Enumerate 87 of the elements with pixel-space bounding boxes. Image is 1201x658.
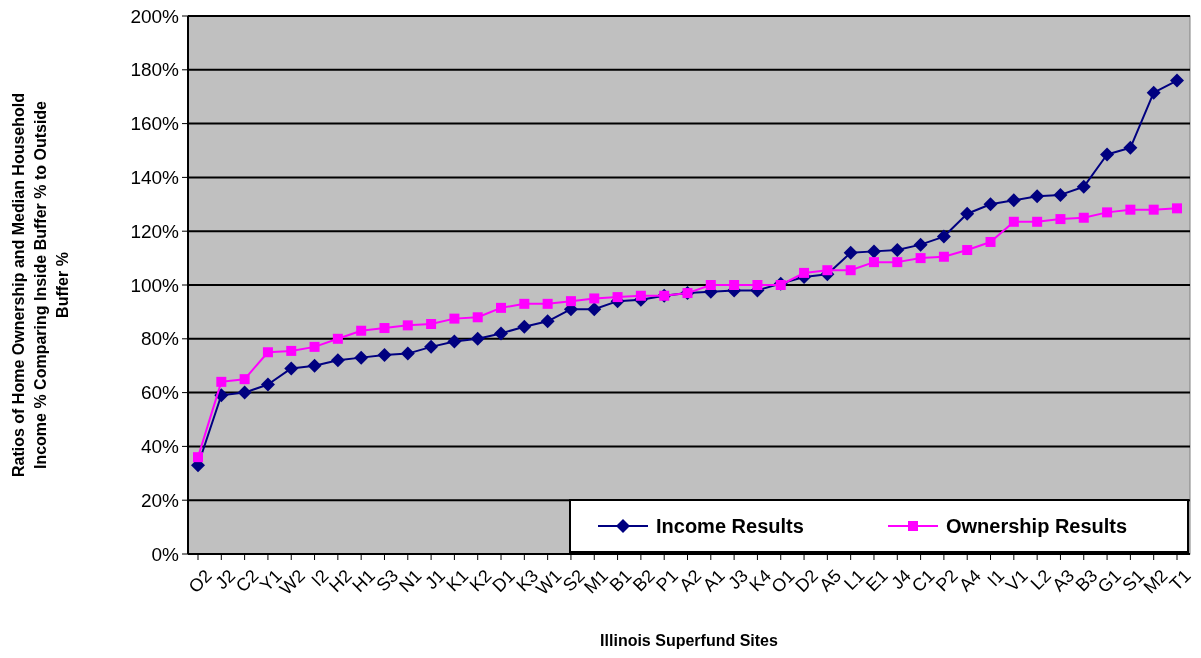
point bbox=[1053, 187, 1068, 202]
point bbox=[1008, 216, 1019, 227]
point bbox=[1170, 73, 1184, 88]
y-axis-title: Ratios of Home Ownership and Median Household Income % Comparing Inside Buffer % to Outside Buffer % bbox=[10, 92, 71, 478]
point bbox=[239, 374, 250, 385]
point bbox=[985, 236, 996, 247]
x-axis-title: Illinois Superfund Sites bbox=[600, 632, 778, 649]
point bbox=[868, 257, 879, 268]
point bbox=[845, 265, 856, 276]
y-tick-label: 80% bbox=[140, 328, 180, 350]
point bbox=[960, 206, 975, 221]
point bbox=[260, 377, 275, 392]
point bbox=[356, 325, 367, 336]
point bbox=[193, 452, 203, 463]
point bbox=[1148, 204, 1159, 215]
point bbox=[866, 244, 881, 259]
point bbox=[540, 314, 555, 329]
point bbox=[1006, 193, 1021, 208]
point bbox=[705, 280, 716, 290]
y-tick-label: 120% bbox=[130, 220, 180, 242]
y-tick-label: 60% bbox=[140, 382, 180, 404]
point bbox=[612, 292, 623, 303]
point bbox=[424, 339, 439, 354]
y-tick-label: 160% bbox=[130, 113, 180, 135]
point bbox=[1123, 140, 1138, 155]
point bbox=[1032, 216, 1043, 227]
y-tick-label: 0% bbox=[151, 543, 180, 565]
point bbox=[799, 267, 810, 278]
point bbox=[938, 251, 949, 262]
point bbox=[426, 319, 437, 330]
point bbox=[589, 293, 600, 304]
point bbox=[1146, 85, 1161, 100]
point bbox=[587, 302, 602, 317]
point bbox=[494, 326, 509, 341]
y-tick-label: 180% bbox=[130, 59, 180, 81]
point bbox=[519, 298, 530, 309]
legend-label: Income Results bbox=[656, 515, 804, 537]
point bbox=[402, 320, 413, 331]
point bbox=[1172, 203, 1182, 214]
point bbox=[496, 302, 507, 313]
legend-label: Ownership Results bbox=[946, 515, 1128, 537]
point bbox=[237, 385, 252, 400]
point bbox=[216, 376, 227, 387]
point bbox=[822, 265, 833, 276]
point bbox=[1078, 212, 1089, 223]
point bbox=[449, 313, 460, 324]
point bbox=[1102, 207, 1113, 218]
point bbox=[983, 197, 998, 212]
x-tick-label: O2 bbox=[184, 565, 216, 597]
point bbox=[843, 245, 858, 260]
point bbox=[472, 312, 483, 323]
point bbox=[286, 345, 297, 356]
point bbox=[309, 341, 320, 352]
point bbox=[542, 298, 553, 309]
y-tick-label: 20% bbox=[140, 489, 180, 511]
y-tick-label: 100% bbox=[130, 274, 180, 296]
point bbox=[354, 350, 369, 365]
y-tick-label: 140% bbox=[130, 167, 180, 189]
point bbox=[890, 243, 905, 258]
point bbox=[775, 280, 786, 290]
point bbox=[379, 323, 390, 334]
point bbox=[962, 245, 973, 256]
point bbox=[913, 237, 928, 252]
point bbox=[752, 280, 763, 290]
point bbox=[517, 319, 532, 334]
point bbox=[1076, 179, 1091, 194]
point bbox=[1030, 189, 1045, 204]
y-tick-label: 200% bbox=[130, 5, 180, 27]
point bbox=[635, 290, 646, 301]
point bbox=[470, 331, 485, 346]
y-tick-label: 40% bbox=[140, 436, 180, 458]
point bbox=[729, 280, 740, 290]
point bbox=[1055, 214, 1066, 225]
point bbox=[565, 296, 576, 307]
point bbox=[284, 361, 299, 376]
point bbox=[1100, 147, 1115, 162]
point bbox=[936, 229, 951, 244]
point bbox=[447, 334, 462, 349]
point bbox=[377, 347, 392, 362]
point bbox=[262, 347, 273, 358]
point bbox=[400, 346, 415, 361]
point bbox=[307, 358, 322, 373]
point bbox=[332, 333, 343, 344]
point bbox=[892, 257, 903, 268]
point bbox=[915, 253, 926, 264]
point bbox=[330, 353, 345, 368]
point bbox=[1125, 204, 1136, 215]
